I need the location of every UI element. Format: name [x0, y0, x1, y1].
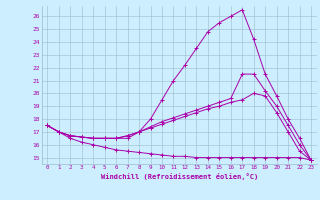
X-axis label: Windchill (Refroidissement éolien,°C): Windchill (Refroidissement éolien,°C): [100, 173, 258, 180]
